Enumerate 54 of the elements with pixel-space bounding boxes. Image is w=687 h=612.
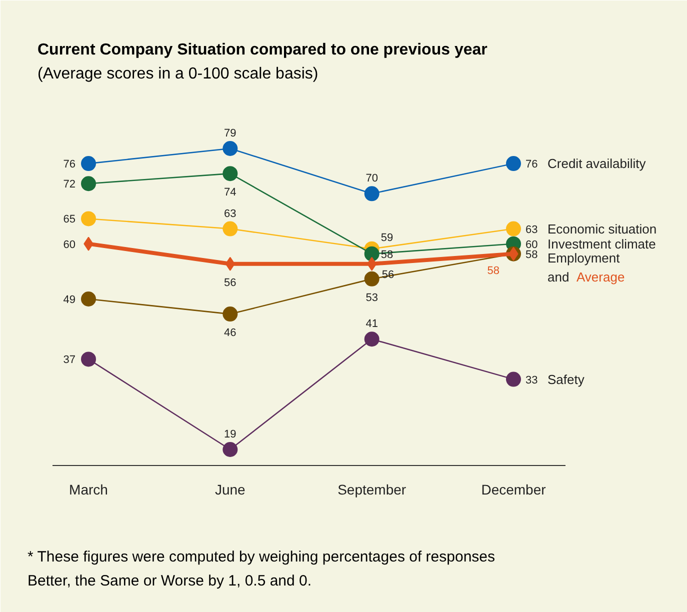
point — [222, 221, 238, 236]
point — [364, 332, 380, 347]
point — [222, 442, 238, 457]
data-label: 63 — [224, 208, 236, 220]
point — [81, 176, 96, 192]
data-label: 41 — [366, 318, 378, 330]
x-tick-label: March — [69, 482, 108, 498]
point — [222, 166, 238, 182]
data-label: 76 — [63, 158, 76, 171]
data-label: 76 — [526, 158, 538, 171]
point — [364, 271, 380, 286]
data-label: 58 — [526, 248, 538, 261]
point — [81, 352, 96, 367]
data-label: 63 — [526, 224, 538, 236]
data-label: 49 — [63, 294, 76, 306]
data-label: 72 — [63, 178, 76, 191]
data-label: 37 — [63, 354, 76, 366]
text: Credit availability — [548, 156, 646, 172]
data-label: 53 — [366, 292, 378, 304]
data-label: 74 — [224, 186, 236, 199]
point — [222, 306, 238, 322]
annotation: and — [548, 269, 570, 284]
chart-subtitle: (Average scores in a 0-100 scale basis) — [38, 66, 318, 82]
x-tick-label: September — [338, 482, 406, 498]
data-label: 70 — [366, 172, 378, 185]
point — [81, 211, 96, 226]
data-label: 19 — [224, 428, 236, 440]
data-label: 46 — [224, 327, 236, 340]
data-label: 60 — [63, 238, 76, 251]
data-label: 59 — [380, 232, 394, 244]
point — [506, 372, 521, 387]
chart-title: Current Company Situation compared to one previous year — [38, 42, 488, 58]
data-label: 58 — [487, 264, 500, 277]
point — [222, 141, 238, 156]
text: Better, the Same or Worse by 1, 0.5 and 0. — [28, 572, 312, 590]
text: * These figures were computed by weighing percentages of responses — [28, 548, 495, 566]
point — [81, 156, 96, 172]
data-label: 60 — [526, 238, 538, 251]
data-label: 79 — [224, 128, 236, 140]
text: Investment climate — [548, 236, 656, 252]
x-tick-label: June — [214, 482, 246, 498]
point — [506, 156, 521, 172]
data-label: 33 — [526, 374, 538, 386]
point — [81, 292, 96, 306]
text: Average — [576, 269, 625, 284]
point — [364, 246, 380, 262]
data-label: 65 — [63, 214, 76, 226]
x-tick-label: December — [481, 482, 546, 498]
text: Economic situation — [548, 221, 657, 236]
point — [364, 186, 380, 202]
text: Employment — [548, 250, 620, 266]
text: Safety — [548, 372, 585, 387]
data-label: 56 — [224, 276, 236, 289]
point — [506, 221, 521, 236]
